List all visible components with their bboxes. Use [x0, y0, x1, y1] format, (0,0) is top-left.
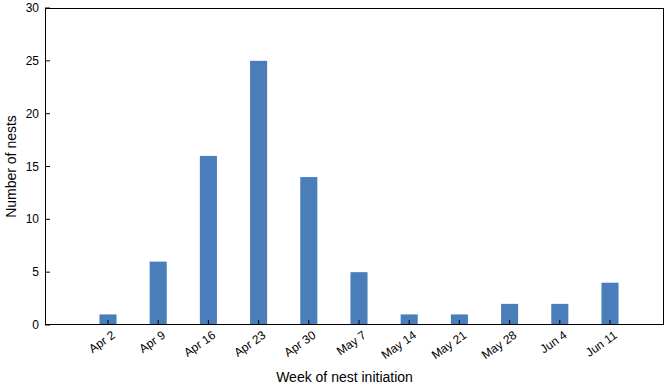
x-tick-label: May 7	[334, 328, 369, 358]
bar	[401, 314, 418, 325]
bar	[200, 156, 217, 325]
y-tick	[45, 8, 50, 9]
x-tick	[158, 320, 159, 325]
x-tick	[409, 320, 410, 325]
y-tick	[45, 325, 50, 326]
x-tick-label: Apr 2	[86, 328, 118, 356]
y-tick-label: 10	[26, 212, 40, 226]
x-tick-label: May 14	[379, 328, 420, 362]
x-tick	[459, 320, 460, 325]
chart-container: 0 5 10 15 20 25 30 Apr 2 Apr 9 Apr 16 Apr 23 Apr 30…	[0, 0, 666, 389]
x-tick-label: Apr 30	[282, 328, 319, 360]
x-tick	[108, 320, 109, 325]
y-tick	[45, 272, 50, 273]
x-tick	[258, 320, 259, 325]
y-tick-label: 0	[32, 318, 39, 332]
y-axis-title: Number of nests	[3, 115, 19, 218]
bar	[451, 314, 468, 325]
y-tick	[45, 113, 50, 114]
x-tick	[359, 320, 360, 325]
x-tick-label: Apr 9	[136, 328, 168, 356]
bar	[250, 61, 267, 325]
x-tick-label: Apr 16	[181, 328, 218, 360]
x-axis-title: Week of nest initiation	[276, 369, 413, 385]
y-tick-label: 25	[26, 54, 40, 68]
x-tick	[208, 320, 209, 325]
y-tick-label: 30	[26, 1, 40, 15]
bar	[501, 304, 518, 325]
x-tick-label: Jun 4	[537, 328, 569, 356]
bar	[150, 262, 167, 325]
x-tick	[559, 320, 560, 325]
x-tick-label: Jun 11	[583, 328, 620, 360]
y-tick-label: 5	[32, 265, 39, 279]
bar	[350, 272, 367, 325]
bar	[300, 177, 317, 325]
y-tick-label: 15	[26, 160, 40, 174]
bars	[99, 61, 618, 325]
x-tick	[308, 320, 309, 325]
x-tick	[509, 320, 510, 325]
chart-svg: 0 5 10 15 20 25 30 Apr 2 Apr 9 Apr 16 Apr 23 Apr 30…	[0, 0, 666, 389]
bar	[601, 283, 618, 325]
plot-frame	[46, 9, 664, 325]
bar	[551, 304, 568, 325]
y-tick	[45, 166, 50, 167]
x-tick	[610, 320, 611, 325]
bar	[99, 314, 116, 325]
x-tick-label: Apr 23	[231, 328, 268, 360]
y-tick	[45, 219, 50, 220]
x-tick-label: May 28	[479, 328, 520, 362]
x-tick-label: May 21	[429, 328, 470, 362]
y-tick-label: 20	[26, 107, 40, 121]
y-tick	[45, 60, 50, 61]
